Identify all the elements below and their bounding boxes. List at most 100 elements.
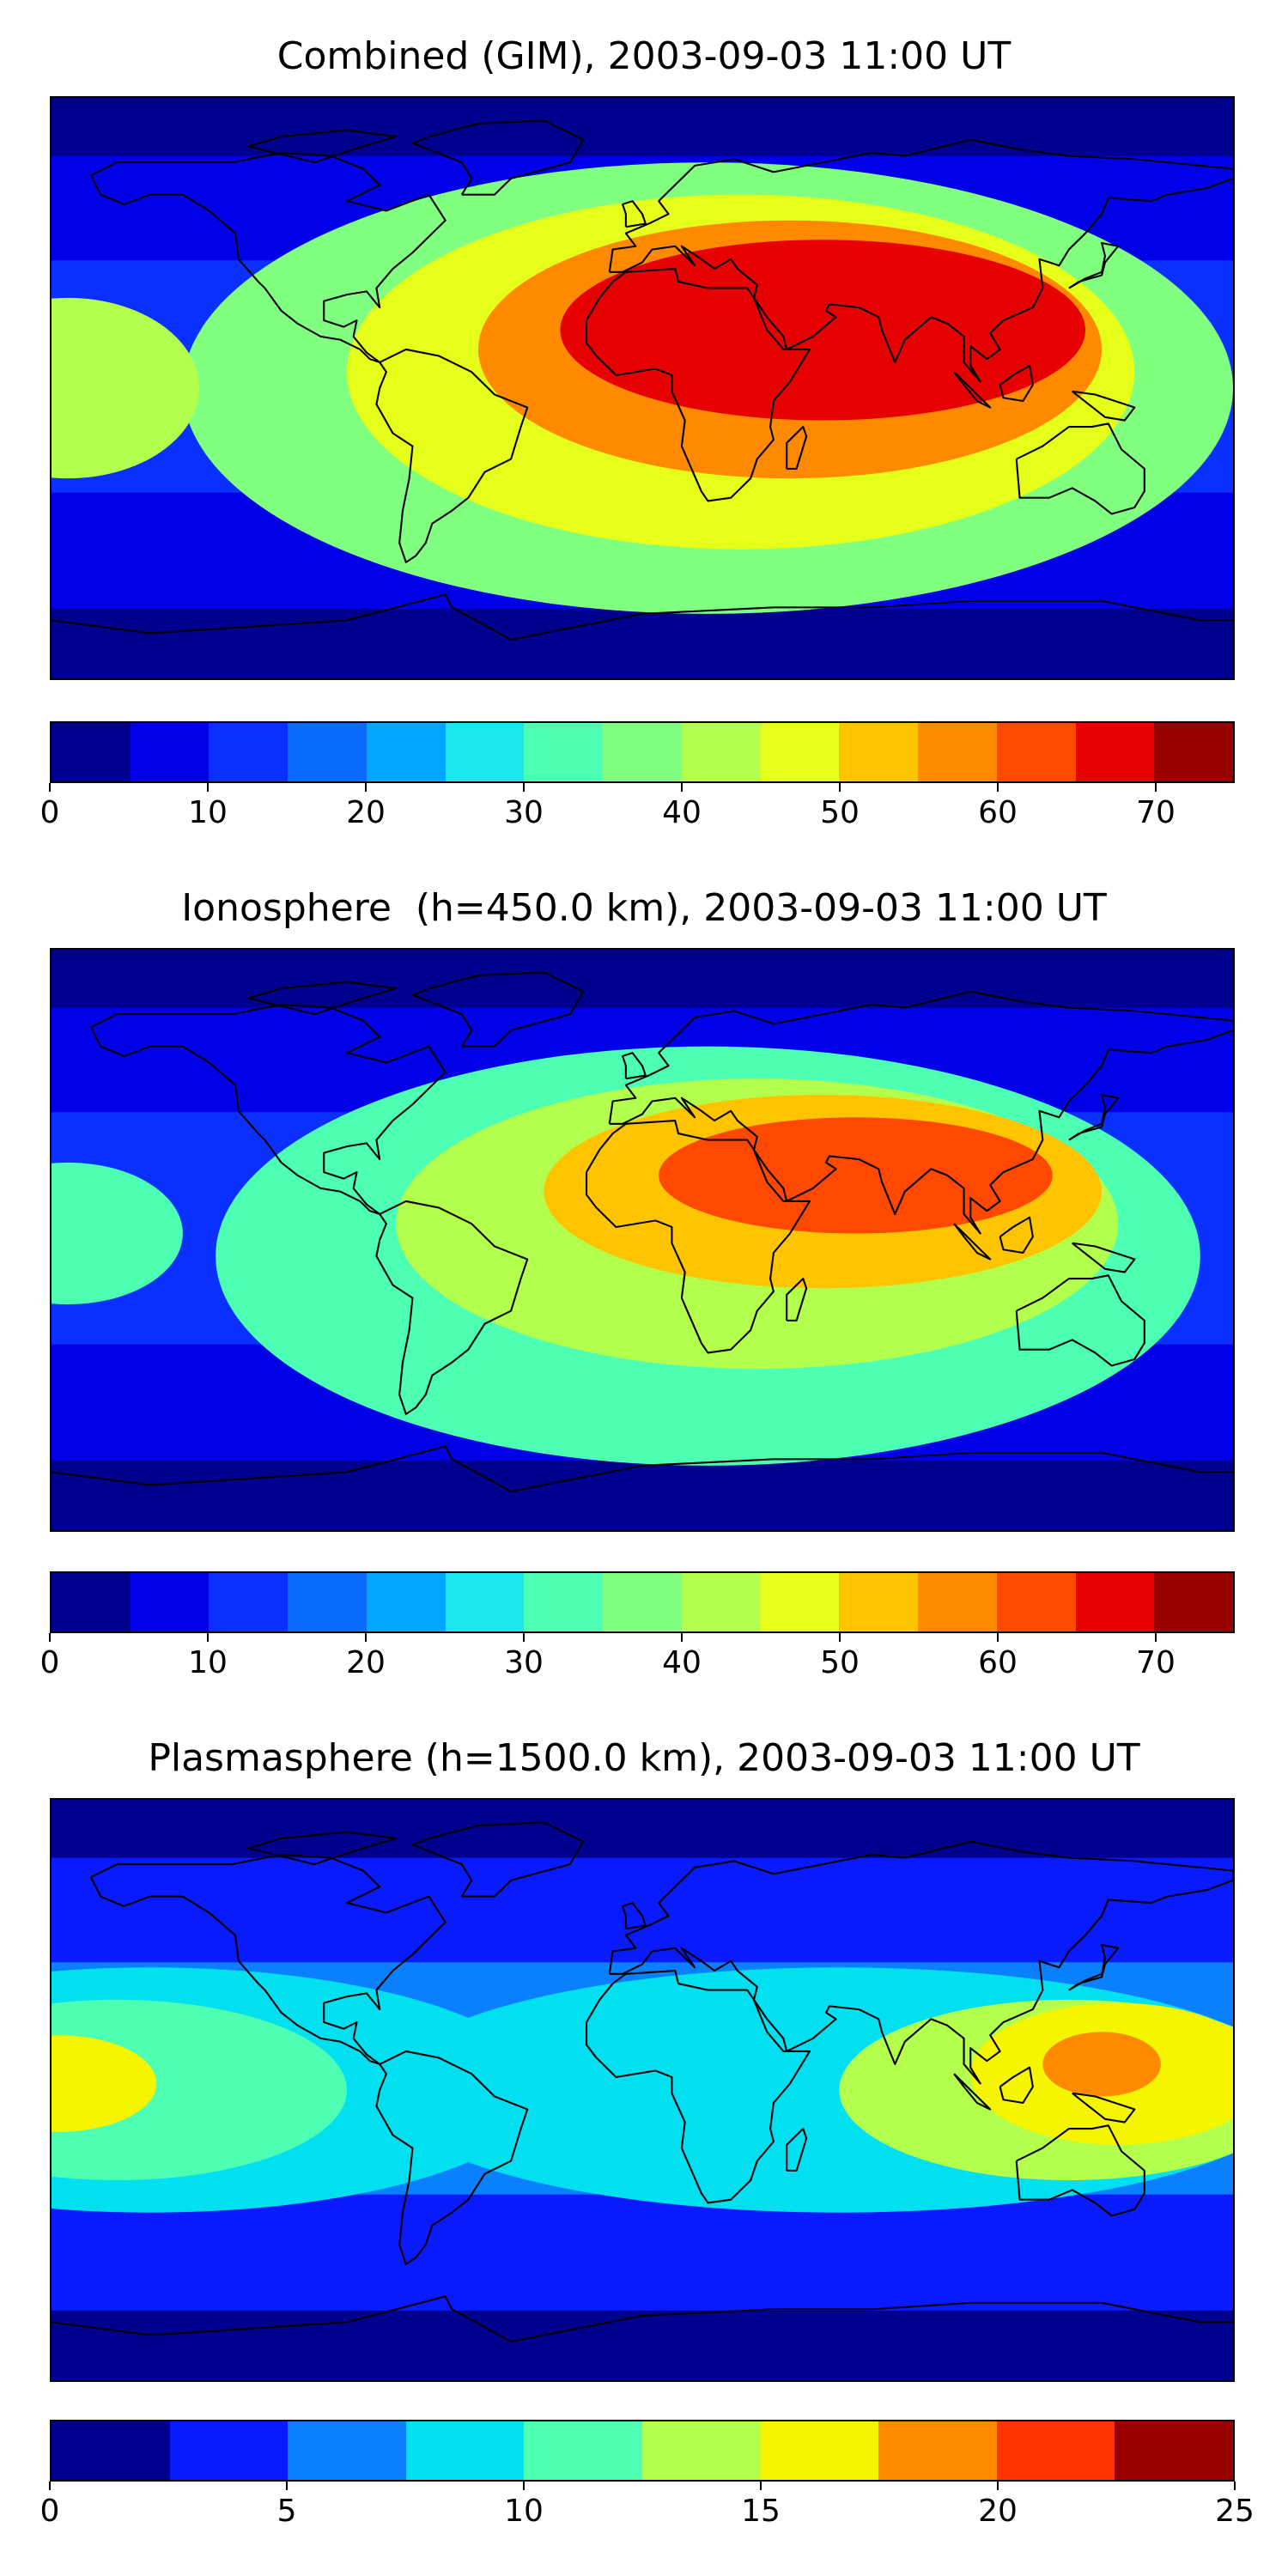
- colorbar-tick: [365, 783, 367, 792]
- field-contour: [659, 1117, 1053, 1234]
- colorbar-ticks: 0 10 20 30 40 50 60 70: [40, 783, 1235, 835]
- colorbar-tick: [286, 2482, 288, 2490]
- colorbar-segment: [52, 1573, 131, 1631]
- colorbar-tick-label: 15: [741, 2494, 781, 2529]
- colorbar-tick-label: 20: [978, 2494, 1018, 2529]
- colorbar-tick: [49, 783, 51, 792]
- coastline: [953, 371, 992, 409]
- colorbar-segment: [405, 2421, 525, 2480]
- coastline: [375, 348, 529, 563]
- colorbar-tick-label: 30: [504, 1645, 544, 1680]
- colorbar-tick: [997, 2482, 999, 2490]
- field-polar-cap: [52, 2310, 1233, 2380]
- coastline: [375, 1200, 529, 1415]
- panel-title: Plasmasphere (h=1500.0 km), 2003-09-03 1…: [148, 1736, 1140, 1780]
- colorbar-tick: [1155, 783, 1157, 792]
- colorbar-segment: [366, 1573, 446, 1631]
- coastline: [52, 2295, 1233, 2342]
- colorbar: [50, 2420, 1235, 2482]
- colorbar-tick-label: 10: [504, 2494, 544, 2529]
- coastline: [585, 1970, 811, 2204]
- coastline: [585, 268, 811, 502]
- colorbar-segment: [839, 723, 919, 781]
- colorbar-tick: [49, 1633, 51, 1642]
- tec-map-ionosphere: [50, 948, 1235, 1532]
- tec-map-plasmasphere: [50, 1798, 1235, 2382]
- coastline: [622, 200, 647, 228]
- colorbar-segment: [603, 723, 682, 781]
- colorbar-tick-label: 10: [188, 795, 228, 830]
- colorbar-segment: [918, 1573, 997, 1631]
- colorbar-segment: [366, 723, 446, 781]
- coastline: [411, 1821, 585, 1898]
- colorbar-tick: [997, 1633, 999, 1642]
- coastline: [608, 1840, 1233, 2085]
- tec-field: [52, 98, 1233, 678]
- colorbar-tick-label: 5: [276, 2494, 297, 2529]
- colorbar-segment: [996, 723, 1076, 781]
- colorbar-tick-label: 40: [662, 795, 702, 830]
- coastline: [953, 1223, 992, 1261]
- coastline: [999, 2066, 1034, 2105]
- colorbar-tick-label: 10: [188, 1645, 228, 1680]
- colorbar-segment: [209, 1573, 289, 1631]
- colorbar-ticks: 0 5 10 15 20 25: [40, 2482, 1255, 2533]
- colorbar-tick: [760, 2482, 762, 2490]
- field-contour: [52, 297, 199, 479]
- colorbar-tick: [681, 1633, 683, 1642]
- colorbar-tick-label: 50: [820, 795, 860, 830]
- coastline: [999, 1216, 1034, 1255]
- colorbar-tick: [681, 783, 683, 792]
- coastline: [247, 1831, 398, 1866]
- coastline: [247, 981, 398, 1016]
- colorbar-segment: [288, 2421, 406, 2480]
- coastline: [622, 1052, 647, 1080]
- field-contour: [52, 1999, 347, 2181]
- colorbar-segment: [996, 2421, 1115, 2480]
- colorbar-tick: [523, 1633, 525, 1642]
- colorbar-segment: [1154, 723, 1233, 781]
- colorbar-segment: [52, 2421, 170, 2480]
- coastlines: [52, 971, 1233, 1492]
- colorbar-segment: [288, 1573, 367, 1631]
- colorbar-tick: [1155, 1633, 1157, 1642]
- coastline: [52, 593, 1233, 641]
- coastline: [953, 2073, 992, 2111]
- colorbar-tick-label: 50: [820, 1645, 860, 1680]
- colorbar-segment: [760, 723, 840, 781]
- colorbar-segment: [130, 1573, 210, 1631]
- coastline: [1068, 1943, 1120, 1991]
- colorbar-segment: [839, 1573, 919, 1631]
- field-contour: [52, 2035, 157, 2132]
- coastline: [622, 1902, 647, 1930]
- colorbar-tick-label: 70: [1136, 795, 1176, 830]
- colorbar-segment: [603, 1573, 682, 1631]
- colorbar-tick-label: 0: [39, 795, 60, 830]
- coastline: [1015, 2124, 1145, 2217]
- coastline: [52, 1445, 1233, 1492]
- coastline: [786, 426, 808, 470]
- field-polar-cap: [52, 608, 1233, 678]
- coastline: [608, 138, 1233, 383]
- colorbar-segment: [681, 723, 761, 781]
- colorbar-tick: [523, 783, 525, 792]
- colorbar-segment: [918, 723, 997, 781]
- tec-field: [52, 1800, 1233, 2380]
- colorbar-segment: [288, 723, 367, 781]
- coastline: [786, 1278, 808, 1321]
- coastline: [89, 1853, 447, 2065]
- coastline: [375, 2050, 529, 2265]
- colorbar-segment: [445, 723, 525, 781]
- coastline: [1068, 1093, 1120, 1141]
- colorbar-segment: [445, 1573, 525, 1631]
- colorbar-tick: [207, 783, 209, 792]
- colorbar-segment: [641, 2421, 761, 2480]
- colorbar-tick-label: 20: [346, 795, 386, 830]
- colorbar-segment: [878, 2421, 997, 2480]
- colorbar-tick: [365, 1633, 367, 1642]
- colorbar-segment: [130, 723, 210, 781]
- colorbar-tick: [1234, 2482, 1236, 2490]
- colorbar-tick: [207, 1633, 209, 1642]
- coastline: [608, 990, 1233, 1235]
- colorbar-tick: [523, 2482, 525, 2490]
